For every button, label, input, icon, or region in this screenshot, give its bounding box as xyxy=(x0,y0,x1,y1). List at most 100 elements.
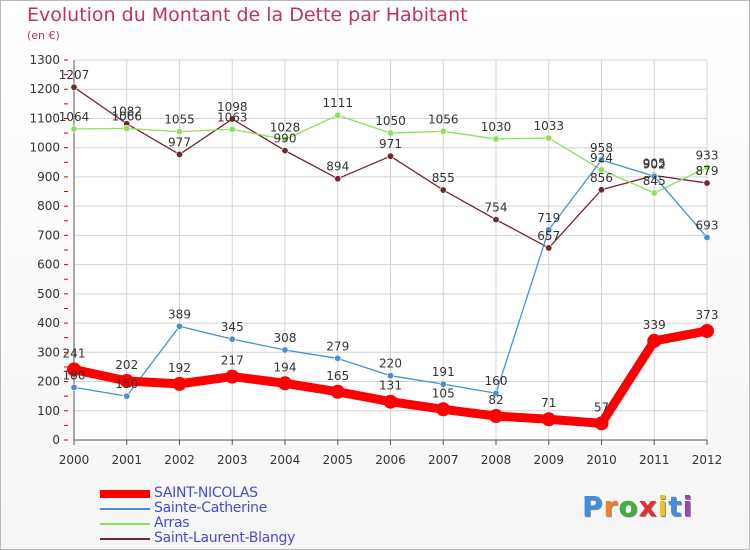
data-label: 1063 xyxy=(217,110,248,124)
logo-letter: o xyxy=(618,490,639,523)
legend-label: Arras xyxy=(154,515,190,531)
data-point xyxy=(545,244,553,252)
data-point xyxy=(647,333,662,348)
data-point xyxy=(650,172,658,180)
data-point xyxy=(119,373,134,388)
logo-letter: r xyxy=(603,490,619,523)
data-label: 389 xyxy=(168,307,191,321)
y-tick-label: 1000 xyxy=(29,141,60,155)
data-label: 1082 xyxy=(111,105,142,119)
data-point xyxy=(123,124,131,132)
x-tick-label: 2007 xyxy=(428,453,459,467)
data-label: 845 xyxy=(643,174,666,188)
y-tick-label: 0 xyxy=(52,433,60,447)
x-tick-label: 2002 xyxy=(164,453,195,467)
data-point xyxy=(228,125,236,133)
data-point xyxy=(703,233,711,241)
logo-letter: P xyxy=(582,490,604,523)
logo-letter: i xyxy=(682,490,694,523)
data-label: 180 xyxy=(63,368,86,382)
data-label: 902 xyxy=(643,157,666,171)
data-point xyxy=(123,392,131,400)
data-label: 1030 xyxy=(481,120,512,134)
data-label: 160 xyxy=(485,374,508,388)
data-label: 339 xyxy=(643,318,666,332)
data-label: 1028 xyxy=(270,121,301,135)
data-point xyxy=(439,380,447,388)
x-tick-label: 2009 xyxy=(533,453,564,467)
data-point xyxy=(492,216,500,224)
data-point xyxy=(334,175,342,183)
data-label: 279 xyxy=(326,339,349,353)
y-tick-label: 200 xyxy=(37,375,60,389)
legend-swatch xyxy=(100,507,150,510)
data-label: 71 xyxy=(541,396,556,410)
y-tick-label: 800 xyxy=(37,199,60,213)
proxiti-logo: Proxiti xyxy=(582,490,693,523)
data-label: 1066 xyxy=(111,109,142,123)
legend-label: Sainte-Catherine xyxy=(154,500,268,516)
data-label: 894 xyxy=(326,160,349,174)
y-tick-label: 600 xyxy=(37,258,60,272)
data-label: 165 xyxy=(326,369,349,383)
data-point xyxy=(176,150,184,158)
data-label: 373 xyxy=(696,308,719,322)
logo-letter: t xyxy=(668,490,683,523)
data-point xyxy=(70,83,78,91)
x-tick-label: 2003 xyxy=(217,453,248,467)
data-label: 977 xyxy=(168,135,191,149)
x-tick-label: 2010 xyxy=(586,453,617,467)
data-label: 1056 xyxy=(428,112,459,126)
y-tick-label: 700 xyxy=(37,228,60,242)
data-point xyxy=(70,125,78,133)
data-label: 308 xyxy=(274,331,297,345)
data-point xyxy=(281,346,289,354)
data-point xyxy=(176,322,184,330)
data-point xyxy=(386,372,394,380)
data-label: 220 xyxy=(379,357,402,371)
data-point xyxy=(492,389,500,397)
data-point xyxy=(67,362,81,377)
data-label: 990 xyxy=(274,132,297,146)
data-point xyxy=(386,152,394,160)
data-label: 958 xyxy=(590,141,613,155)
data-point xyxy=(541,412,556,427)
data-label: 1033 xyxy=(533,119,564,133)
y-tick-label: 1200 xyxy=(29,82,60,96)
x-tick-label: 2012 xyxy=(692,453,723,467)
x-tick-label: 2004 xyxy=(270,453,301,467)
y-tick-label: 900 xyxy=(37,170,60,184)
data-label: 693 xyxy=(696,218,719,232)
data-label: 131 xyxy=(379,379,402,393)
data-label: 1111 xyxy=(322,96,353,110)
data-point xyxy=(436,402,451,417)
legend-item: Saint-Laurent-Blangy xyxy=(100,531,295,546)
data-point xyxy=(700,323,714,338)
data-label: 192 xyxy=(168,361,191,375)
data-point xyxy=(278,376,292,391)
data-point xyxy=(492,135,500,143)
data-label: 924 xyxy=(590,151,613,165)
legend-swatch xyxy=(100,522,150,525)
data-label: 1064 xyxy=(59,110,90,124)
data-point xyxy=(281,136,289,144)
data-label: 754 xyxy=(485,201,508,215)
legend-label: Saint-Laurent-Blangy xyxy=(154,530,296,546)
data-point xyxy=(703,179,711,187)
chart-legend: SAINT-NICOLAS Sainte-Catherine Arras Saint-… xyxy=(100,486,295,546)
legend-swatch xyxy=(100,489,150,498)
data-label: 150 xyxy=(115,377,138,391)
data-point xyxy=(383,394,398,409)
y-tick-label: 300 xyxy=(37,345,60,359)
data-point xyxy=(545,226,553,234)
data-point xyxy=(545,134,553,142)
data-label: 217 xyxy=(221,354,244,368)
data-point xyxy=(386,129,394,137)
y-tick-label: 1300 xyxy=(29,53,60,67)
legend-label: SAINT-NICOLAS xyxy=(154,485,258,501)
data-label: 57 xyxy=(594,400,609,414)
x-tick-label: 2000 xyxy=(59,453,90,467)
data-label: 879 xyxy=(696,164,719,178)
logo-letter: x xyxy=(638,490,658,523)
data-point xyxy=(225,369,240,384)
